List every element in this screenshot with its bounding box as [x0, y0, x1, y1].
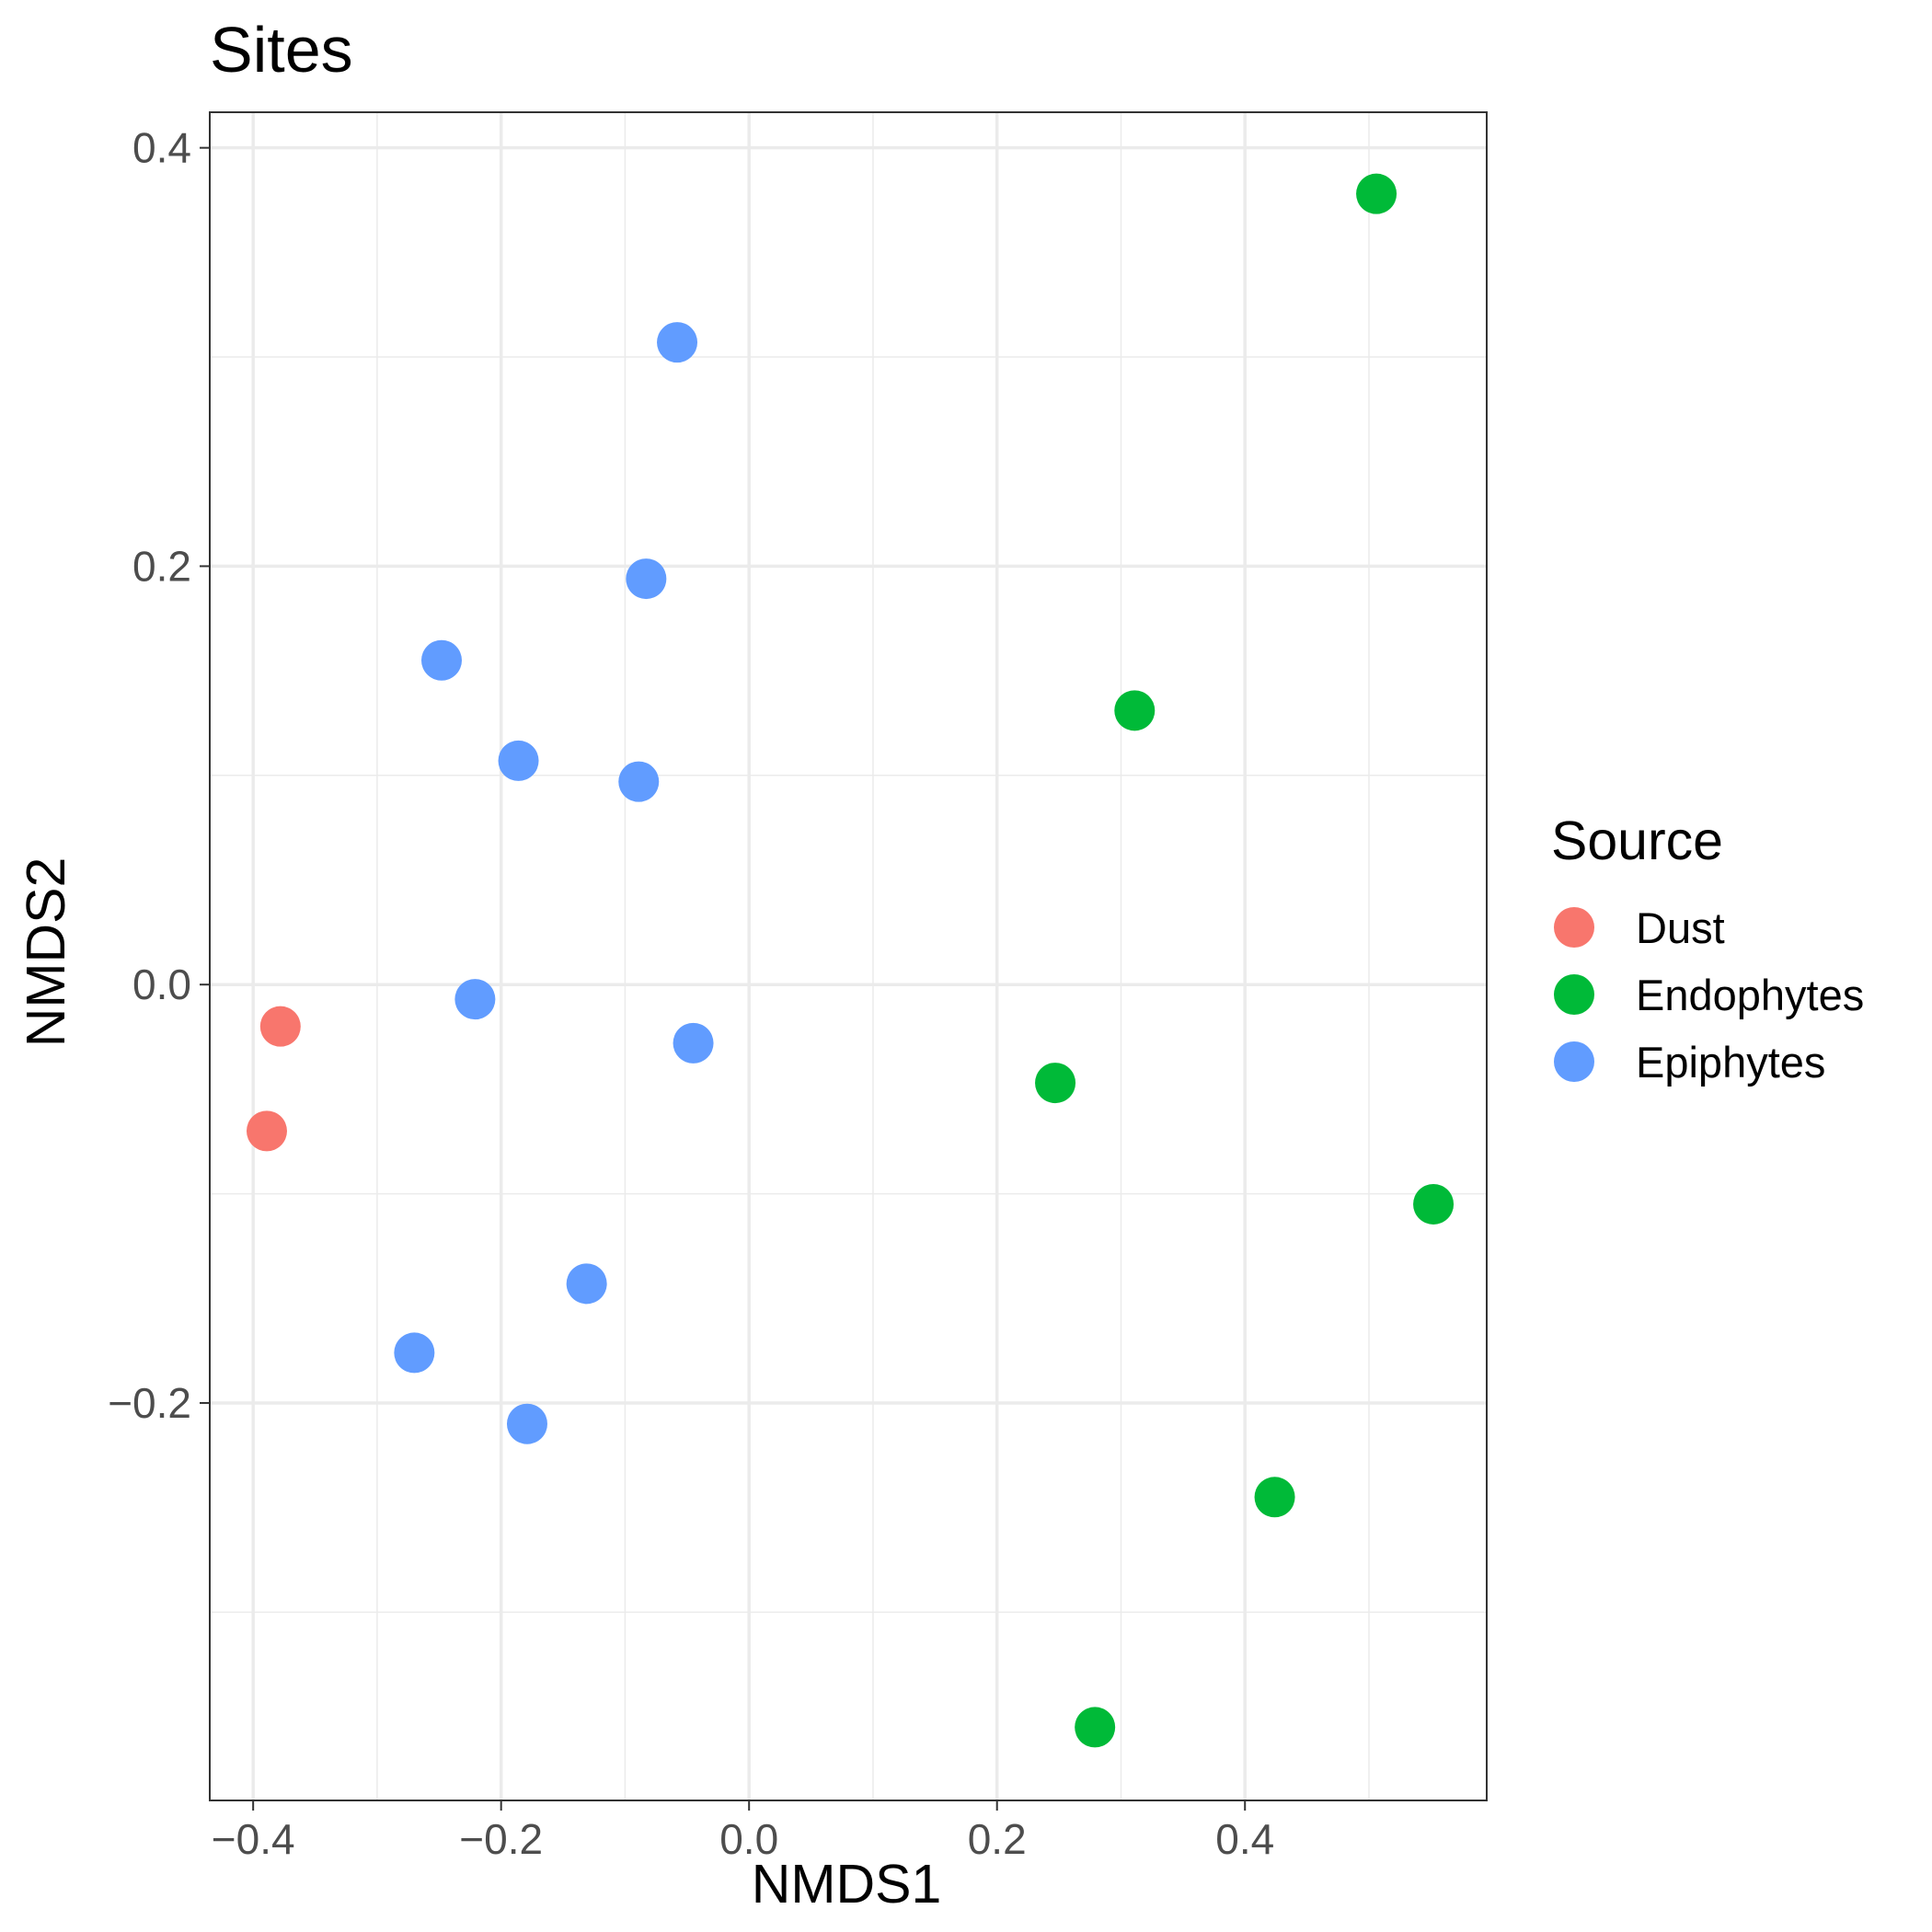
y-tick-label: −0.2 — [108, 1379, 191, 1427]
data-point-epiphytes — [618, 761, 660, 802]
data-point-epiphytes — [394, 1332, 435, 1374]
legend-title: Source — [1551, 811, 1723, 871]
y-tick-label: 0.0 — [132, 960, 191, 1008]
plot-panel-border — [209, 111, 1488, 1801]
x-tick-label: 0.2 — [968, 1815, 1027, 1863]
data-point-epiphytes — [420, 639, 462, 681]
legend-key-endophytes — [1554, 974, 1594, 1015]
x-tick-label: 0.4 — [1215, 1815, 1274, 1863]
data-point-dust — [246, 1110, 287, 1152]
data-point-endophytes — [1413, 1183, 1455, 1225]
y-tick-label: 0.4 — [132, 124, 191, 172]
chart-title: Sites — [210, 14, 353, 86]
data-point-endophytes — [1035, 1063, 1076, 1104]
x-tick-label: −0.4 — [212, 1815, 295, 1863]
data-points — [246, 173, 1455, 1748]
x-tick-label: 0.0 — [719, 1815, 778, 1863]
legend-key-epiphytes — [1554, 1041, 1594, 1082]
data-point-epiphytes — [626, 558, 667, 600]
data-point-epiphytes — [454, 979, 496, 1020]
x-tick-label: −0.2 — [459, 1815, 543, 1863]
data-point-dust — [259, 1006, 301, 1047]
data-point-epiphytes — [673, 1022, 714, 1064]
axis-ticks: −0.4 −0.2 0.0 0.2 0.4 −0.2 0.0 0.2 0.4 — [108, 124, 1274, 1863]
legend-key-dust — [1554, 907, 1594, 948]
x-axis-title: NMDS1 — [752, 1854, 942, 1915]
legend: Source Dust Endophytes Epiphytes — [1551, 811, 1864, 1087]
data-point-epiphytes — [566, 1263, 607, 1305]
legend-label-dust: Dust — [1636, 903, 1725, 952]
grid — [210, 112, 1487, 1800]
data-point-epiphytes — [657, 322, 698, 363]
y-axis-title: NMDS2 — [16, 857, 76, 1048]
data-point-epiphytes — [498, 740, 539, 781]
data-point-epiphytes — [506, 1403, 547, 1444]
y-tick-label: 0.2 — [132, 542, 191, 590]
data-point-endophytes — [1356, 173, 1397, 214]
data-point-endophytes — [1114, 690, 1156, 731]
legend-items: Dust Endophytes Epiphytes — [1554, 903, 1864, 1087]
data-point-endophytes — [1254, 1477, 1295, 1518]
data-point-endophytes — [1075, 1707, 1116, 1748]
legend-label-epiphytes: Epiphytes — [1636, 1038, 1825, 1087]
legend-label-endophytes: Endophytes — [1636, 971, 1864, 1019]
